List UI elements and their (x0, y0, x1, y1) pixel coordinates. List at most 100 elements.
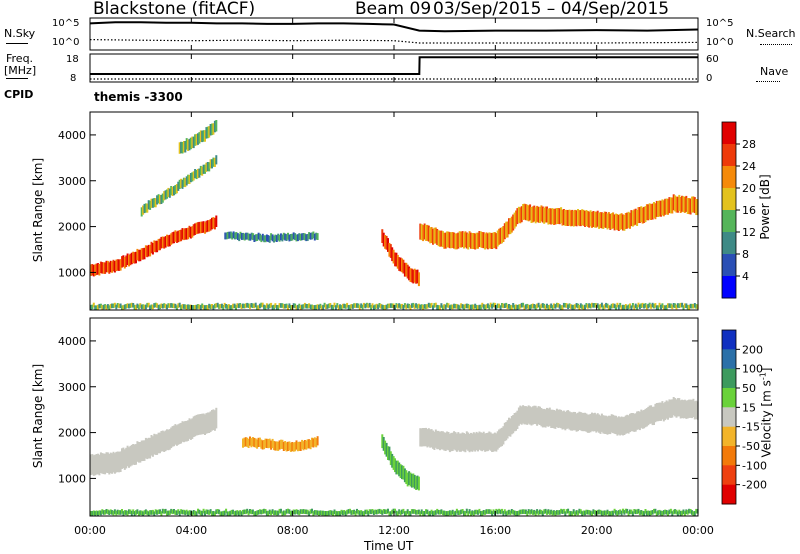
velocity-band-4-cell (105, 509, 108, 514)
power-band-5-cell (523, 203, 526, 220)
velocity-band-1-cell (247, 438, 250, 448)
velocity-band-3-cell (429, 429, 432, 448)
power-band-6-cell (410, 303, 413, 308)
power-band-6-cell (423, 304, 426, 309)
velocity-band-3-cell (446, 431, 449, 450)
power-band-6-cell (381, 304, 384, 310)
velocity-band-3-cell (585, 413, 588, 432)
power-band-0-cell (119, 259, 122, 271)
velocity-band-4-cell (568, 510, 571, 516)
power-band-4-cell (388, 242, 391, 257)
velocity-band-3-cell (610, 414, 613, 433)
power-band-6-cell (539, 305, 541, 310)
power-band-6-cell (688, 305, 691, 310)
velocity-band-4-cell (634, 509, 637, 515)
velocity-band-4-cell (112, 510, 115, 516)
velocity-band-4-cell (416, 509, 419, 515)
power-band-6-cell (353, 303, 356, 308)
power-band-0-cell (177, 230, 180, 243)
velocity-band-4-cell (330, 510, 333, 516)
velocity-band-0-cell (142, 440, 145, 461)
velocity-band-0-cell (149, 437, 152, 459)
velocity-band-0-cell (187, 420, 190, 441)
power-colorbar-tick-label: 28 (742, 138, 756, 151)
velocity-band-2-cell (381, 434, 384, 449)
power-band-6-cell (482, 304, 485, 309)
velocity-band-4-cell (340, 509, 343, 515)
power-band-6-cell (461, 304, 464, 309)
velocity-band-4-cell (263, 508, 266, 514)
velocity-band-0-cell (90, 454, 92, 475)
power-band-6-cell (247, 303, 250, 308)
power-band-5-cell (683, 196, 686, 213)
power-band-0-cell (143, 247, 146, 260)
velocity-band-4-cell (441, 510, 444, 516)
velocity-band-4-cell (198, 509, 201, 515)
power-band-5-cell (579, 210, 582, 227)
velocity-band-3-cell (582, 412, 585, 432)
power-band-5-cell (471, 233, 474, 249)
velocity-band-3-cell (648, 405, 651, 424)
velocity-colorbar-swatch (722, 484, 736, 505)
velocity-colorbar-swatch (722, 446, 736, 466)
power-band-3-cell (291, 233, 294, 241)
power-band-5-cell (496, 230, 499, 247)
power-band-5-cell (551, 208, 554, 225)
power-band-6-cell (425, 304, 427, 309)
velocity-band-3-cell (468, 433, 471, 453)
velocity-band-3-cell (437, 430, 440, 450)
power-band-6-cell (653, 303, 655, 309)
velocity-band-2-cell (382, 437, 385, 451)
power-band-5-cell (498, 228, 501, 245)
power-band-6-cell (510, 305, 513, 310)
power-band-2-cell (178, 142, 181, 154)
power-band-6-cell (181, 304, 184, 309)
power-band-6-cell (244, 303, 247, 308)
power-band-6-cell (437, 305, 440, 310)
velocity-band-4-cell (433, 510, 436, 516)
velocity-band-2-cell (389, 451, 392, 466)
power-band-1-cell (215, 155, 218, 165)
power-band-3-cell (305, 234, 308, 242)
power-band-5-cell (565, 209, 568, 226)
power-y-tick-label: 1000 (58, 266, 86, 279)
power-band-6-cell (282, 304, 285, 309)
x-tick-label: 00:00 (682, 524, 714, 537)
velocity-band-4-cell (506, 510, 509, 516)
velocity-band-4-cell (592, 509, 595, 514)
power-band-5-cell (488, 232, 491, 249)
power-band-6-cell (302, 304, 305, 309)
power-band-6-cell (513, 304, 516, 310)
velocity-y-tick-label: 3000 (58, 381, 86, 394)
power-band-6-cell (389, 303, 392, 308)
velocity-band-3-cell (574, 412, 577, 431)
velocity-band-3-cell (616, 417, 619, 436)
power-band-6-cell (326, 304, 329, 309)
velocity-band-3-cell (640, 409, 643, 428)
velocity-band-3-cell (671, 399, 674, 418)
velocity-band-4-cell (298, 510, 301, 516)
velocity-band-4-cell (288, 509, 291, 514)
power-band-6-cell (267, 304, 270, 310)
velocity-band-1-cell (263, 440, 266, 450)
power-band-2-cell (205, 127, 208, 139)
power-band-6-cell (600, 302, 603, 308)
velocity-band-0-cell (101, 453, 104, 474)
power-band-6-cell (627, 304, 630, 310)
velocity-band-4-cell (199, 510, 202, 516)
velocity-band-4-cell (154, 509, 157, 514)
velocity-band-3-cell (457, 432, 460, 451)
velocity-band-4-cell (254, 511, 257, 516)
power-band-1-cell (194, 169, 197, 179)
power-band-6-cell (194, 305, 197, 310)
velocity-band-3-cell (564, 412, 567, 431)
power-band-6-cell (530, 304, 533, 309)
power-band-0-cell (185, 228, 188, 240)
velocity-band-4-cell (385, 509, 388, 515)
power-band-6-cell (208, 303, 211, 309)
power-band-0-cell (194, 223, 197, 235)
velocity-band-4-cell (440, 509, 443, 514)
power-band-1-cell (205, 162, 208, 172)
velocity-band-4-cell (425, 509, 427, 514)
velocity-band-4-cell (166, 510, 168, 516)
